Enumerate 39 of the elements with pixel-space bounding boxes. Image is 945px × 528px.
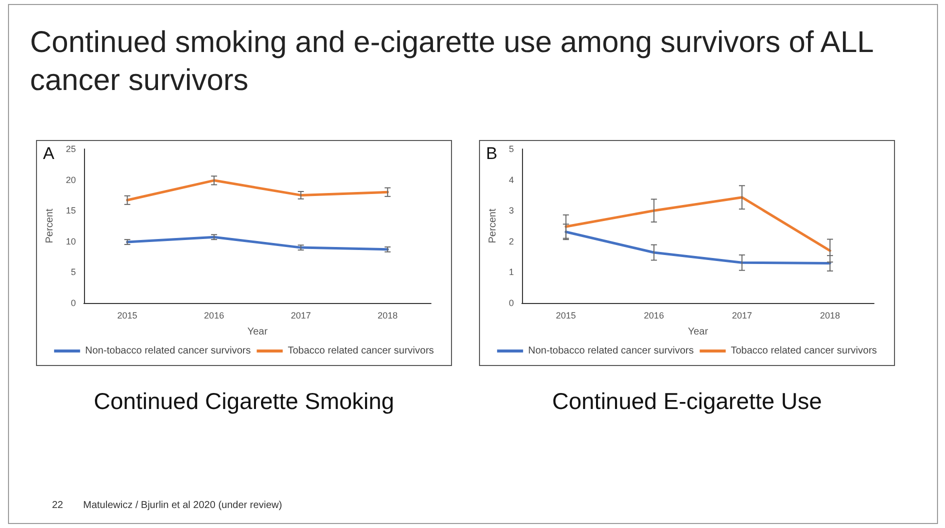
y-tick-label: 5: [70, 267, 76, 278]
x-tick-label: 2015: [556, 310, 576, 320]
text: A: [43, 144, 55, 163]
y-axis-title: Percent: [488, 208, 498, 244]
text: Continued Cigarette Smoking: [92, 388, 396, 415]
text: Matulewicz / Bjurlin et al 2020 (under review): [83, 500, 282, 511]
x-tick-label: 2017: [290, 310, 311, 320]
chart-title: Continued smoking and e-cigarette use among survivors of ALL cancer survivors: [30, 25, 874, 99]
y-tick-label: 0: [508, 298, 514, 308]
x-tick-label: 2017: [732, 310, 752, 320]
y-tick-label: 10: [66, 236, 76, 246]
line-series: [126, 179, 389, 202]
legend-label: Non-tobacco related cancer survivors: [85, 346, 251, 356]
line-series: [564, 230, 832, 265]
text: 22: [52, 500, 64, 511]
y-tick-label: 3: [508, 206, 514, 216]
y-tick-label: 5: [508, 144, 514, 154]
y-tick-label: 25: [66, 144, 76, 154]
x-tick-label: 2015: [117, 310, 138, 320]
x-tick-label: 2018: [378, 310, 398, 320]
line-series: [126, 236, 389, 251]
x-tick-label: 2016: [644, 310, 664, 320]
y-tick-label: 15: [66, 206, 76, 216]
x-tick-label: 2016: [204, 310, 224, 320]
x-tick-label: 2018: [820, 310, 840, 320]
y-tick-label: 0: [70, 298, 76, 308]
y-tick-label: 1: [508, 267, 514, 278]
x-axis-title: Year: [688, 326, 709, 338]
legend-label: Tobacco related cancer survivors: [730, 346, 877, 356]
text: B: [486, 144, 498, 163]
text: Continued E-cigarette Use: [551, 388, 823, 415]
line-series: [564, 196, 832, 252]
y-tick-label: 4: [508, 174, 514, 185]
y-tick-label: 2: [508, 236, 514, 246]
y-axis-title: Percent: [44, 208, 56, 244]
x-axis-title: Year: [247, 326, 268, 338]
legend-label: Non-tobacco related cancer survivors: [528, 346, 694, 356]
y-tick-label: 20: [66, 174, 76, 185]
legend-label: Tobacco related cancer survivors: [288, 346, 434, 356]
